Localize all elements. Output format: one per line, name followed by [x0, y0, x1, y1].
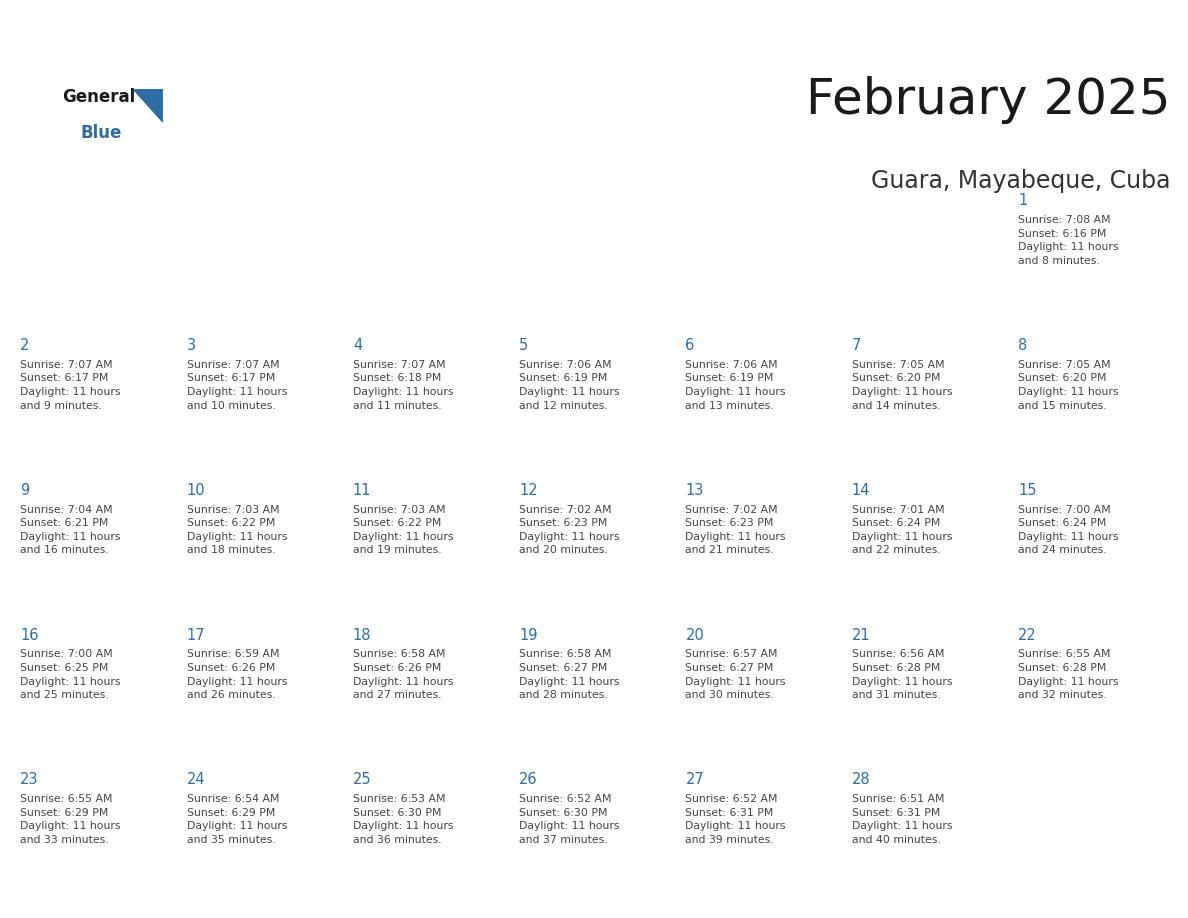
Text: General: General — [62, 87, 135, 106]
Text: Sunrise: 6:52 AM
Sunset: 6:30 PM
Daylight: 11 hours
and 37 minutes.: Sunrise: 6:52 AM Sunset: 6:30 PM Dayligh… — [519, 794, 620, 845]
Text: 17: 17 — [187, 628, 206, 643]
Text: Friday: Friday — [853, 160, 909, 174]
Text: 20: 20 — [685, 628, 704, 643]
Text: 15: 15 — [1018, 483, 1036, 498]
Polygon shape — [133, 89, 163, 122]
Text: 27: 27 — [685, 772, 704, 788]
Text: 25: 25 — [353, 772, 372, 788]
Text: Sunrise: 6:58 AM
Sunset: 6:26 PM
Daylight: 11 hours
and 27 minutes.: Sunrise: 6:58 AM Sunset: 6:26 PM Dayligh… — [353, 649, 454, 700]
Text: Sunrise: 6:59 AM
Sunset: 6:26 PM
Daylight: 11 hours
and 26 minutes.: Sunrise: 6:59 AM Sunset: 6:26 PM Dayligh… — [187, 649, 287, 700]
Text: Wednesday: Wednesday — [520, 160, 624, 174]
Text: Sunrise: 7:01 AM
Sunset: 6:24 PM
Daylight: 11 hours
and 22 minutes.: Sunrise: 7:01 AM Sunset: 6:24 PM Dayligh… — [852, 505, 953, 555]
Text: 1: 1 — [1018, 194, 1028, 208]
Text: 8: 8 — [1018, 338, 1028, 353]
Text: 12: 12 — [519, 483, 538, 498]
Text: Thursday: Thursday — [687, 160, 771, 174]
Text: 16: 16 — [20, 628, 39, 643]
Text: Sunrise: 7:06 AM
Sunset: 6:19 PM
Daylight: 11 hours
and 13 minutes.: Sunrise: 7:06 AM Sunset: 6:19 PM Dayligh… — [685, 360, 786, 410]
Text: 18: 18 — [353, 628, 372, 643]
Text: 4: 4 — [353, 338, 362, 353]
Text: 13: 13 — [685, 483, 703, 498]
Text: 2: 2 — [20, 338, 30, 353]
Text: Blue: Blue — [81, 124, 122, 142]
Text: Sunrise: 6:53 AM
Sunset: 6:30 PM
Daylight: 11 hours
and 36 minutes.: Sunrise: 6:53 AM Sunset: 6:30 PM Dayligh… — [353, 794, 454, 845]
Text: Sunrise: 7:08 AM
Sunset: 6:16 PM
Daylight: 11 hours
and 8 minutes.: Sunrise: 7:08 AM Sunset: 6:16 PM Dayligh… — [1018, 215, 1119, 265]
Text: Sunrise: 6:58 AM
Sunset: 6:27 PM
Daylight: 11 hours
and 28 minutes.: Sunrise: 6:58 AM Sunset: 6:27 PM Dayligh… — [519, 649, 620, 700]
Text: Sunrise: 6:52 AM
Sunset: 6:31 PM
Daylight: 11 hours
and 39 minutes.: Sunrise: 6:52 AM Sunset: 6:31 PM Dayligh… — [685, 794, 786, 845]
Text: Sunrise: 7:04 AM
Sunset: 6:21 PM
Daylight: 11 hours
and 16 minutes.: Sunrise: 7:04 AM Sunset: 6:21 PM Dayligh… — [20, 505, 121, 555]
Text: Sunrise: 6:54 AM
Sunset: 6:29 PM
Daylight: 11 hours
and 35 minutes.: Sunrise: 6:54 AM Sunset: 6:29 PM Dayligh… — [187, 794, 287, 845]
Text: 10: 10 — [187, 483, 206, 498]
Text: Sunday: Sunday — [21, 160, 88, 174]
Text: Sunrise: 7:05 AM
Sunset: 6:20 PM
Daylight: 11 hours
and 15 minutes.: Sunrise: 7:05 AM Sunset: 6:20 PM Dayligh… — [1018, 360, 1119, 410]
Text: 6: 6 — [685, 338, 695, 353]
Text: Sunrise: 7:03 AM
Sunset: 6:22 PM
Daylight: 11 hours
and 19 minutes.: Sunrise: 7:03 AM Sunset: 6:22 PM Dayligh… — [353, 505, 454, 555]
Text: 7: 7 — [852, 338, 861, 353]
Text: Sunrise: 7:07 AM
Sunset: 6:18 PM
Daylight: 11 hours
and 11 minutes.: Sunrise: 7:07 AM Sunset: 6:18 PM Dayligh… — [353, 360, 454, 410]
Text: 14: 14 — [852, 483, 871, 498]
Text: 26: 26 — [519, 772, 538, 788]
Text: 21: 21 — [852, 628, 871, 643]
Text: Sunrise: 7:00 AM
Sunset: 6:25 PM
Daylight: 11 hours
and 25 minutes.: Sunrise: 7:00 AM Sunset: 6:25 PM Dayligh… — [20, 649, 121, 700]
Text: Sunrise: 6:57 AM
Sunset: 6:27 PM
Daylight: 11 hours
and 30 minutes.: Sunrise: 6:57 AM Sunset: 6:27 PM Dayligh… — [685, 649, 786, 700]
Text: Sunrise: 7:02 AM
Sunset: 6:23 PM
Daylight: 11 hours
and 20 minutes.: Sunrise: 7:02 AM Sunset: 6:23 PM Dayligh… — [519, 505, 620, 555]
Text: Sunrise: 6:51 AM
Sunset: 6:31 PM
Daylight: 11 hours
and 40 minutes.: Sunrise: 6:51 AM Sunset: 6:31 PM Dayligh… — [852, 794, 953, 845]
Text: Sunrise: 6:55 AM
Sunset: 6:29 PM
Daylight: 11 hours
and 33 minutes.: Sunrise: 6:55 AM Sunset: 6:29 PM Dayligh… — [20, 794, 121, 845]
Text: Sunrise: 7:03 AM
Sunset: 6:22 PM
Daylight: 11 hours
and 18 minutes.: Sunrise: 7:03 AM Sunset: 6:22 PM Dayligh… — [187, 505, 287, 555]
Text: Sunrise: 7:00 AM
Sunset: 6:24 PM
Daylight: 11 hours
and 24 minutes.: Sunrise: 7:00 AM Sunset: 6:24 PM Dayligh… — [1018, 505, 1119, 555]
Text: Sunrise: 7:02 AM
Sunset: 6:23 PM
Daylight: 11 hours
and 21 minutes.: Sunrise: 7:02 AM Sunset: 6:23 PM Dayligh… — [685, 505, 786, 555]
Text: 11: 11 — [353, 483, 372, 498]
Text: Guara, Mayabeque, Cuba: Guara, Mayabeque, Cuba — [871, 169, 1170, 193]
Text: Sunrise: 7:07 AM
Sunset: 6:17 PM
Daylight: 11 hours
and 9 minutes.: Sunrise: 7:07 AM Sunset: 6:17 PM Dayligh… — [20, 360, 121, 410]
Text: 9: 9 — [20, 483, 30, 498]
Text: 3: 3 — [187, 338, 196, 353]
Text: Sunrise: 7:05 AM
Sunset: 6:20 PM
Daylight: 11 hours
and 14 minutes.: Sunrise: 7:05 AM Sunset: 6:20 PM Dayligh… — [852, 360, 953, 410]
Text: 28: 28 — [852, 772, 871, 788]
Text: 5: 5 — [519, 338, 529, 353]
Text: 19: 19 — [519, 628, 538, 643]
Text: 22: 22 — [1018, 628, 1037, 643]
Text: Tuesday: Tuesday — [354, 160, 428, 174]
Text: Sunrise: 6:56 AM
Sunset: 6:28 PM
Daylight: 11 hours
and 31 minutes.: Sunrise: 6:56 AM Sunset: 6:28 PM Dayligh… — [852, 649, 953, 700]
Text: 23: 23 — [20, 772, 39, 788]
Text: Sunrise: 7:06 AM
Sunset: 6:19 PM
Daylight: 11 hours
and 12 minutes.: Sunrise: 7:06 AM Sunset: 6:19 PM Dayligh… — [519, 360, 620, 410]
Text: Monday: Monday — [188, 160, 259, 174]
Text: February 2025: February 2025 — [805, 76, 1170, 124]
Text: 24: 24 — [187, 772, 206, 788]
Text: Saturday: Saturday — [1019, 160, 1101, 174]
Text: Sunrise: 7:07 AM
Sunset: 6:17 PM
Daylight: 11 hours
and 10 minutes.: Sunrise: 7:07 AM Sunset: 6:17 PM Dayligh… — [187, 360, 287, 410]
Text: Sunrise: 6:55 AM
Sunset: 6:28 PM
Daylight: 11 hours
and 32 minutes.: Sunrise: 6:55 AM Sunset: 6:28 PM Dayligh… — [1018, 649, 1119, 700]
